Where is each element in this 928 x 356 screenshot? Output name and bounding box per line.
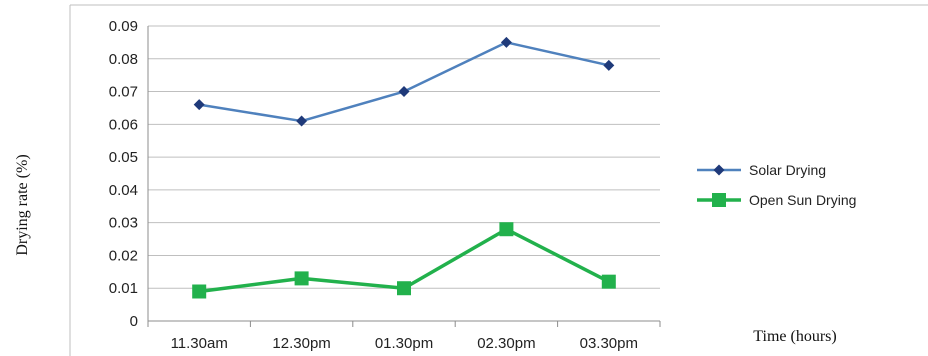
data-point	[193, 99, 205, 111]
y-tick-label: 0.03	[109, 215, 138, 232]
y-tick-label: 0.06	[109, 116, 138, 133]
y-tick-label: 0.07	[109, 84, 138, 101]
legend-marker	[713, 164, 725, 176]
y-tick-label: 0	[130, 313, 138, 330]
data-point	[294, 271, 309, 286]
data-point	[499, 222, 514, 237]
y-tick-label: 0.08	[109, 51, 138, 68]
y-axis-title: Drying rate (%)	[14, 154, 31, 255]
x-tick-label: 11.30am	[171, 335, 228, 352]
x-tick-label: 12.30pm	[272, 335, 330, 352]
data-point	[500, 36, 512, 48]
data-point	[601, 274, 616, 289]
legend-label: Open Sun Drying	[749, 192, 856, 208]
data-point	[192, 284, 207, 299]
legend: Solar Drying Open Sun Drying	[697, 162, 856, 208]
y-tick-label: 0.05	[109, 149, 138, 166]
x-tick-label: 03.30pm	[580, 335, 638, 352]
x-tick-label: 01.30pm	[375, 335, 433, 352]
x-tick-label: 02.30pm	[477, 335, 535, 352]
legend-marker	[712, 193, 726, 207]
data-point	[398, 86, 410, 98]
y-tick-label: 0.01	[109, 280, 138, 297]
legend-label: Solar Drying	[749, 162, 826, 178]
data-point	[296, 115, 308, 127]
plot-area: 0 0.01 0.02 0.03 0.04 0.05 0.06 0.07 0.08 0.09 11.…	[109, 18, 661, 352]
data-point	[603, 59, 615, 71]
y-tick-label: 0.04	[109, 182, 138, 199]
y-tick-label: 0.09	[109, 18, 138, 35]
data-point	[397, 281, 411, 296]
x-axis-title: Time (hours)	[753, 328, 836, 345]
y-tick-label: 0.02	[109, 247, 138, 264]
series-line	[199, 41, 610, 123]
